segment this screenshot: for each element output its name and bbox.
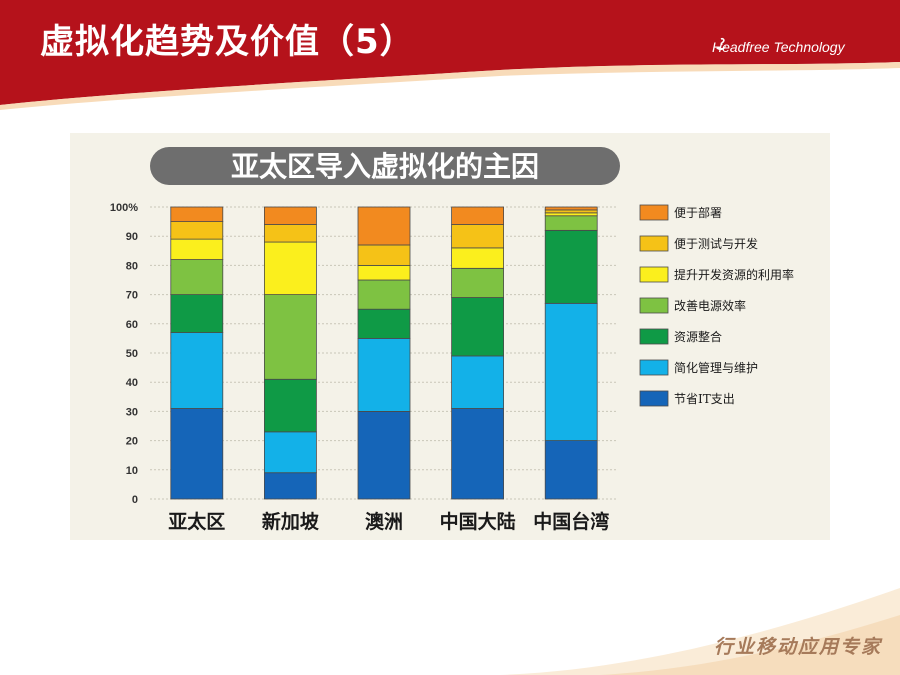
y-tick-label: 30 (126, 406, 138, 418)
chart-panel: 亚太区导入虚拟化的主因 100% 90 80 70 60 50 40 30 20 10 0 亚太区 新… (70, 133, 830, 540)
slide-header: 虚拟化趋势及价值（5） Headfree Technology (0, 0, 900, 110)
brand-name: Headfree Technology (712, 39, 845, 55)
bar-segment (451, 267, 505, 298)
bar-segment (263, 206, 317, 225)
y-tick-label: 50 (126, 348, 138, 360)
legend-label: 节省IT支出 (674, 392, 735, 406)
footer-slogan: 行业移动应用专家 (713, 636, 882, 658)
y-tick-label: 20 (126, 436, 138, 448)
legend-swatch (639, 328, 669, 345)
legend-swatch (639, 235, 669, 252)
legend-label: 提升开发资源的利用率 (674, 267, 794, 282)
bar-segment (357, 337, 411, 412)
y-axis-ticks: 100% 90 80 70 60 50 40 30 20 10 0 (110, 202, 138, 506)
bar-segment (357, 279, 411, 310)
bar-segment (263, 472, 317, 500)
swoosh-logo-icon (716, 37, 726, 51)
y-tick-label: 90 (126, 231, 138, 243)
bar-segment (451, 224, 505, 249)
x-tick-label: 中国大陆 (440, 510, 516, 533)
bar-segment (451, 247, 505, 269)
bar-segment (451, 206, 505, 225)
legend-label: 便于部署 (674, 205, 722, 220)
bar-segment (544, 215, 598, 231)
footer-wave (500, 588, 900, 675)
bar-segment (544, 440, 598, 500)
legend: 便于部署便于测试与开发提升开发资源的利用率改善电源效率资源整合简化管理与维护节省… (639, 204, 794, 407)
legend-swatch (639, 204, 669, 221)
bar-segment (263, 378, 317, 433)
legend-label: 改善电源效率 (674, 298, 746, 313)
chart-title-banner: 亚太区导入虚拟化的主因 (150, 147, 620, 185)
bar-segment (170, 408, 224, 500)
bar-segment (544, 212, 598, 217)
bar-segment (357, 308, 411, 339)
bar-segment (357, 206, 411, 246)
x-axis-labels: 亚太区 新加坡 澳洲 中国大陆 中国台湾 (168, 510, 609, 533)
brand: Headfree Technology (712, 36, 845, 58)
y-tick-label: 70 (126, 290, 138, 302)
bar-segment (357, 264, 411, 281)
y-tick-label: 100% (110, 202, 138, 214)
bar-segment (170, 238, 224, 260)
bar-segment (451, 408, 505, 500)
legend-swatch (639, 359, 669, 376)
bar-segment (544, 229, 598, 304)
bar-segment (451, 355, 505, 409)
legend-label: 资源整合 (674, 329, 722, 344)
legend-label: 便于测试与开发 (674, 236, 758, 251)
bar-segment (263, 431, 317, 474)
bar-segment (357, 410, 411, 500)
x-tick-label: 亚太区 (168, 510, 225, 533)
legend-label: 简化管理与维护 (674, 360, 758, 375)
bars (170, 206, 598, 500)
bar-segment (451, 297, 505, 357)
y-tick-label: 40 (126, 377, 138, 389)
chart-title: 亚太区导入虚拟化的主因 (231, 150, 539, 183)
bar-segment (170, 332, 224, 409)
bar-segment (357, 244, 411, 266)
bar-segment (170, 206, 224, 223)
y-tick-label: 80 (126, 260, 138, 272)
bar-segment (544, 209, 598, 214)
legend-swatch (639, 390, 669, 407)
bar-segment (544, 206, 598, 211)
title-banner-shape (150, 147, 620, 185)
y-tick-label: 10 (126, 465, 138, 477)
bar-segment (170, 259, 224, 295)
bar-segment (170, 294, 224, 333)
bar-segment (544, 302, 598, 442)
bar-segment (263, 294, 317, 380)
slide-title: 虚拟化趋势及价值（5） (40, 22, 415, 62)
bar-segment (170, 221, 224, 240)
x-tick-label: 新加坡 (262, 510, 320, 533)
x-tick-label: 中国台湾 (533, 510, 609, 533)
legend-swatch (639, 297, 669, 314)
header-background (0, 0, 900, 110)
y-tick-label: 0 (132, 494, 138, 506)
legend-swatch (639, 266, 669, 283)
stacked-bar-chart: 亚太区导入虚拟化的主因 100% 90 80 70 60 50 40 30 20 10 0 亚太区 新… (110, 147, 794, 533)
bar-segment (263, 224, 317, 243)
bar-segment (263, 241, 317, 296)
y-tick-label: 60 (126, 319, 138, 331)
x-tick-label: 澳洲 (365, 510, 403, 533)
